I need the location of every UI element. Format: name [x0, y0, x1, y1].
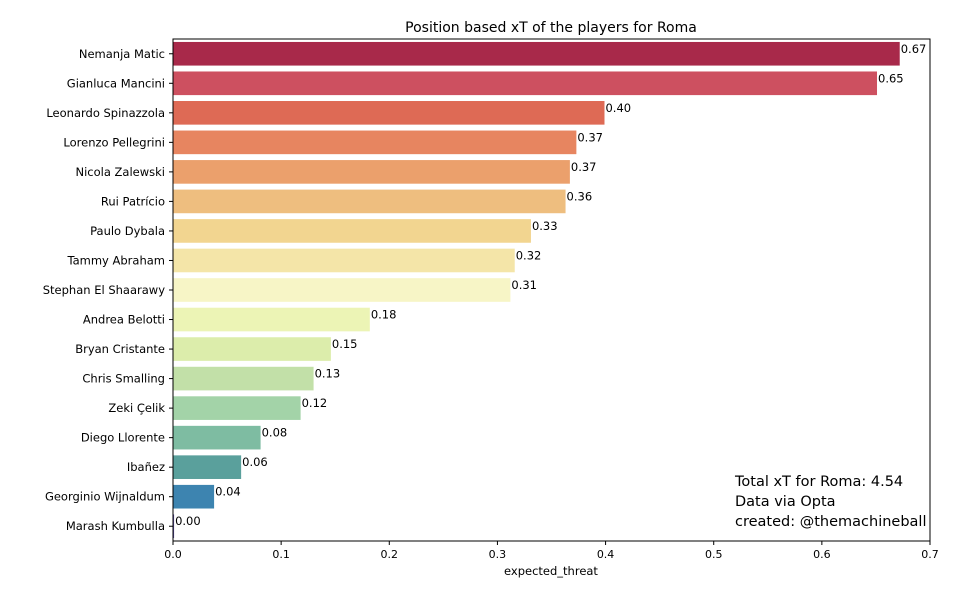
- y-tick-label: Diego Llorente: [81, 431, 165, 445]
- value-label: 0.67: [901, 42, 927, 56]
- y-tick-label: Georginio Wijnaldum: [45, 490, 165, 504]
- annotation-line: Total xT for Roma: 4.54: [734, 474, 903, 490]
- value-label: 0.37: [571, 160, 597, 174]
- y-tick-label: Gianluca Mancini: [67, 76, 165, 90]
- value-label: 0.08: [262, 426, 288, 440]
- x-tick-label: 0.7: [921, 548, 939, 561]
- value-label: 0.00: [175, 514, 201, 528]
- bar: [173, 160, 570, 184]
- bar: [173, 219, 531, 243]
- bar: [173, 484, 215, 509]
- bar: [173, 41, 900, 66]
- value-label: 0.31: [511, 278, 537, 292]
- value-label: 0.33: [532, 219, 558, 233]
- value-labels: 0.67 0.65 0.40 0.37 0.37 0.36 0.33 0.32 0.31 0.18…: [175, 42, 926, 528]
- x-tick-label: 0.0: [164, 548, 182, 561]
- bar: [173, 130, 577, 155]
- y-tick-label: Nemanja Matic: [79, 47, 165, 61]
- bar: [173, 425, 261, 450]
- annotation-block: Total xT for Roma: 4.54 Data via Opta crea…: [734, 474, 926, 530]
- y-tick-label: Bryan Cristante: [75, 342, 165, 356]
- bar: [173, 189, 566, 214]
- value-label: 0.06: [242, 455, 268, 469]
- y-tick-labels: Nemanja Matic Gianluca Mancini Leonardo Sp…: [43, 47, 173, 533]
- y-tick-label: Marash Kumbulla: [66, 519, 165, 533]
- bar: [173, 307, 370, 332]
- value-label: 0.12: [302, 396, 328, 410]
- bar: [173, 278, 511, 302]
- x-tick-label: 0.1: [272, 548, 290, 561]
- bar: [173, 248, 515, 273]
- value-label: 0.65: [878, 71, 904, 85]
- y-tick-label: Paulo Dybala: [90, 224, 165, 238]
- bar: [173, 337, 331, 361]
- y-tick-label: Chris Smalling: [82, 372, 165, 386]
- y-tick-label: Rui Patrício: [101, 194, 165, 208]
- x-tick-label: 0.6: [813, 548, 831, 561]
- y-tick-label: Lorenzo Pellegrini: [63, 135, 165, 149]
- bar: [173, 396, 301, 420]
- bars-group: [173, 41, 900, 539]
- value-label: 0.13: [315, 367, 341, 381]
- x-tick-label: 0.5: [705, 548, 723, 561]
- y-tick-label: Zeki Çelik: [108, 401, 165, 415]
- value-label: 0.32: [516, 248, 542, 262]
- y-tick-label: Tammy Abraham: [66, 253, 165, 267]
- bar: [173, 366, 314, 391]
- y-tick-label: Stephan El Shaarawy: [43, 283, 165, 297]
- y-tick-label: Nicola Zalewski: [75, 165, 165, 179]
- x-tick-label: 0.3: [489, 548, 507, 561]
- x-tick-label: 0.2: [381, 548, 399, 561]
- plot-border: [172, 38, 931, 542]
- x-axis: 0.0 0.1 0.2 0.3 0.4 0.5 0.6 0.7: [164, 541, 939, 561]
- plot-frame: [172, 38, 931, 542]
- value-label: 0.15: [332, 337, 358, 351]
- x-tick-label: 0.4: [597, 548, 615, 561]
- annotation-line: created: @themachineball: [735, 514, 926, 530]
- bar: [173, 101, 605, 125]
- y-tick-label: Ibañez: [127, 460, 165, 474]
- value-label: 0.04: [215, 485, 241, 499]
- value-label: 0.37: [577, 130, 603, 144]
- annotation-line: Data via Opta: [735, 494, 836, 510]
- x-axis-label: expected_threat: [504, 564, 598, 578]
- bar: [173, 455, 242, 479]
- bar: [173, 71, 878, 96]
- value-label: 0.18: [371, 308, 397, 322]
- value-label: 0.40: [605, 101, 631, 115]
- y-tick-label: Andrea Belotti: [83, 313, 165, 327]
- bar: [173, 514, 175, 539]
- chart-title: Position based xT of the players for Rom…: [405, 20, 697, 36]
- value-label: 0.36: [567, 189, 593, 203]
- y-tick-label: Leonardo Spinazzola: [46, 106, 165, 120]
